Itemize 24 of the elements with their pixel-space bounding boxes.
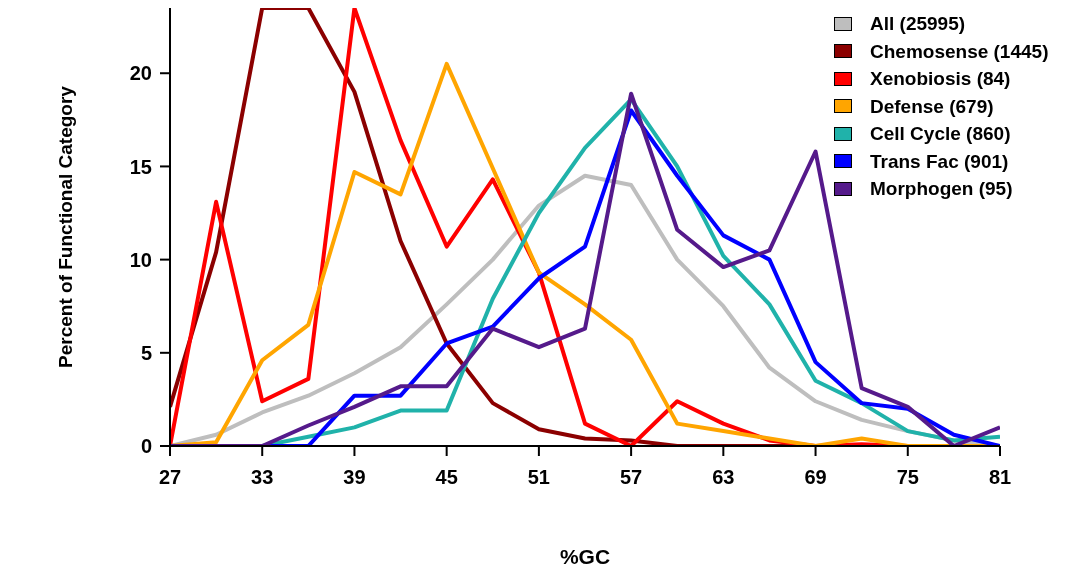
legend-label: Morphogen (95) <box>870 177 1013 201</box>
y-tick-label: 0 <box>140 435 152 458</box>
legend-label: Defense (679) <box>870 94 994 119</box>
y-tick-label: 15 <box>129 155 152 178</box>
x-tick-label: 63 <box>712 466 735 489</box>
x-tick-label: 39 <box>343 466 366 489</box>
legend-label: Chemosense (1445) <box>870 39 1049 64</box>
y-tick-label: 5 <box>140 341 152 364</box>
legend-label: Cell Cycle (860) <box>870 122 1011 146</box>
x-tick-label: 69 <box>804 466 827 489</box>
legend-label: Xenobiosis (84) <box>870 67 1011 91</box>
x-axis-title: %GC <box>559 545 611 568</box>
x-tick-label: 51 <box>527 466 551 489</box>
x-tick-label: 33 <box>251 466 274 489</box>
x-tick-label: 27 <box>158 466 182 489</box>
x-tick-label: 45 <box>435 466 458 489</box>
x-tick-label: 81 <box>988 466 1012 489</box>
x-tick-label: 75 <box>896 466 919 489</box>
y-axis-title: Percent of Functional Category <box>54 85 76 368</box>
legend-label: All (25995) <box>870 12 966 36</box>
legend-label: Trans Fac (901) <box>870 149 1009 174</box>
x-tick-label: 57 <box>619 466 643 489</box>
y-tick-label: 10 <box>129 248 152 271</box>
y-tick-label: 20 <box>129 62 152 85</box>
